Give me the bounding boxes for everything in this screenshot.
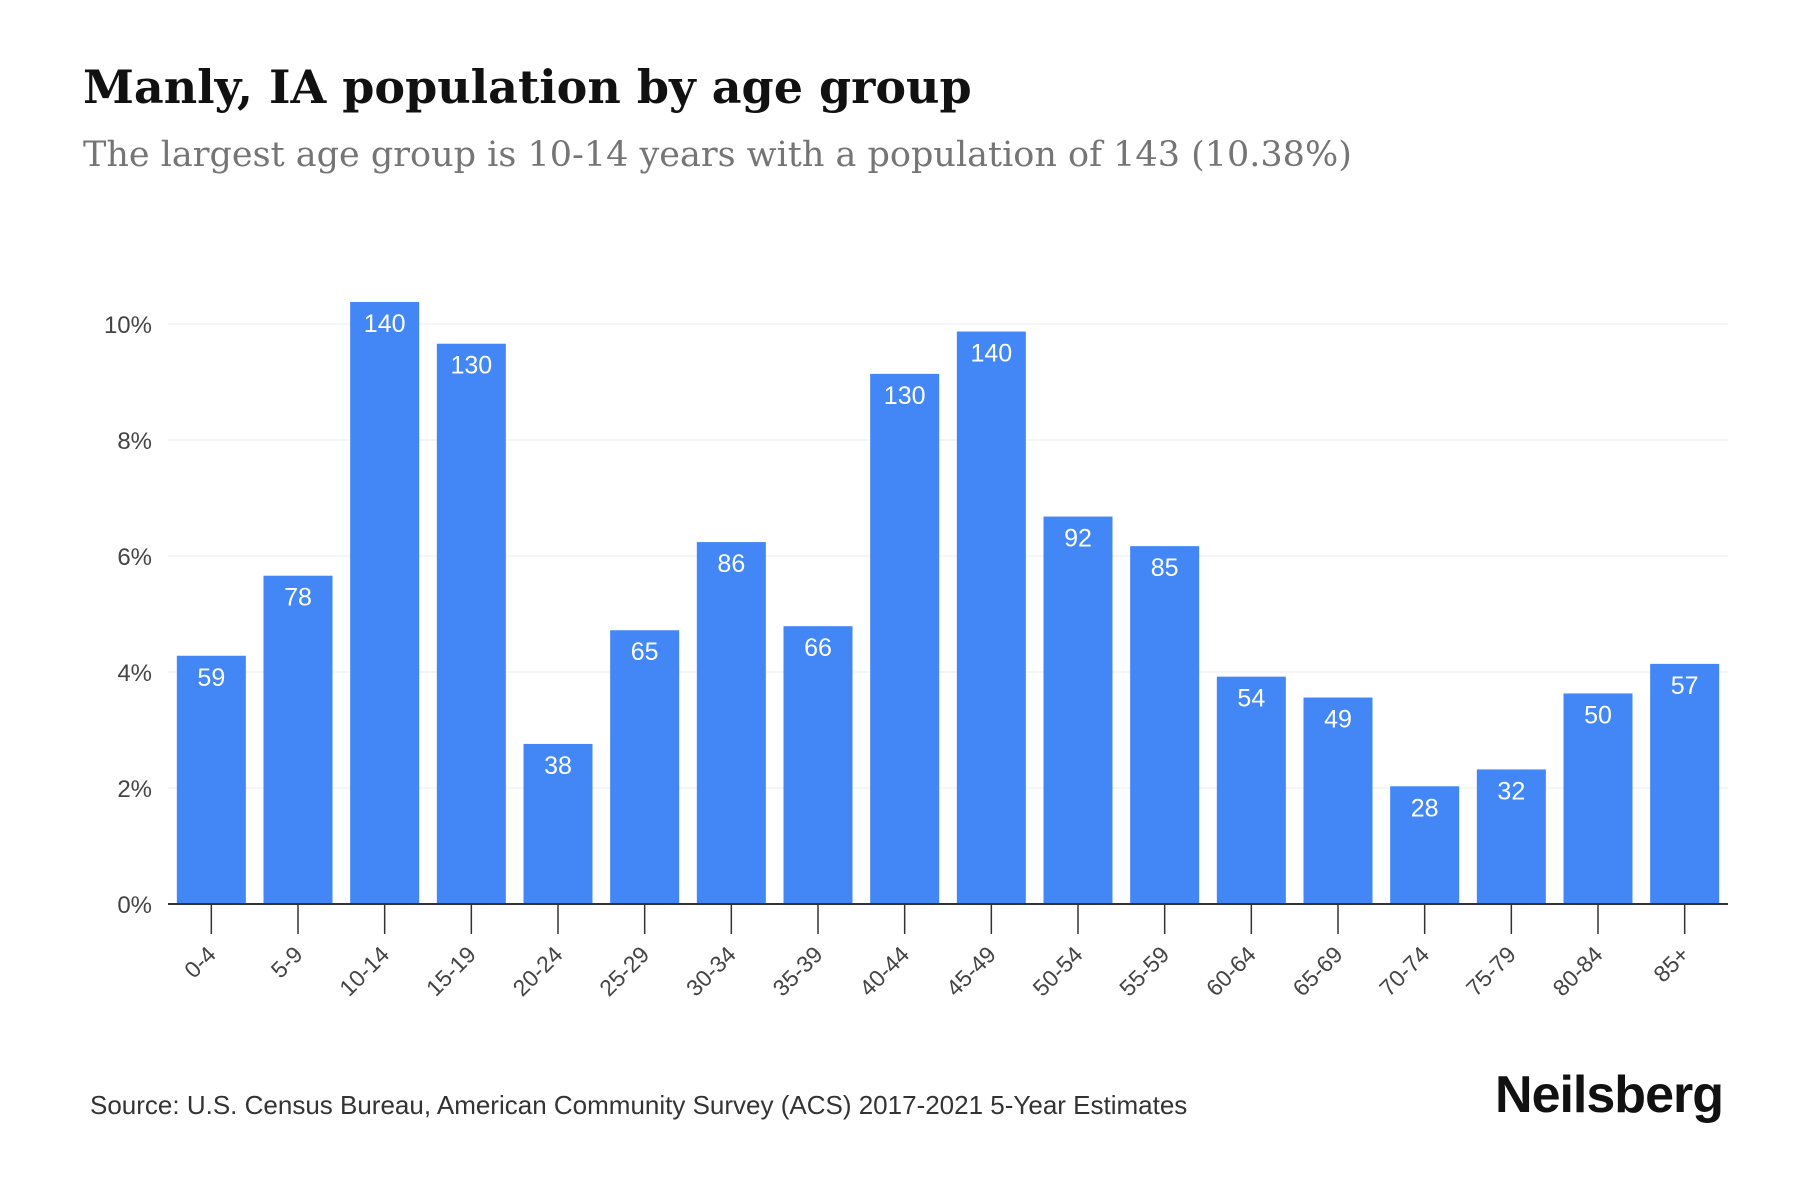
bar-value-label: 130 bbox=[884, 382, 926, 410]
x-tick-label: 50-54 bbox=[1028, 941, 1088, 1001]
x-tick-label: 70-74 bbox=[1374, 941, 1434, 1001]
x-tick-label: 40-44 bbox=[854, 941, 914, 1001]
bar bbox=[1130, 546, 1200, 904]
source-note: Source: U.S. Census Bureau, American Com… bbox=[90, 1090, 1188, 1120]
bar bbox=[1390, 786, 1460, 904]
bar bbox=[870, 373, 940, 904]
bar-value-label: 140 bbox=[364, 310, 406, 338]
bar bbox=[436, 343, 506, 905]
bar-value-label: 59 bbox=[197, 664, 225, 692]
bar-value-label: 38 bbox=[544, 752, 572, 780]
x-tick-label: 0-4 bbox=[179, 941, 221, 983]
bar-value-label: 92 bbox=[1064, 525, 1092, 553]
bar bbox=[610, 630, 680, 904]
bar-value-label: 78 bbox=[284, 584, 312, 612]
x-tick-label: 35-39 bbox=[768, 941, 828, 1001]
bar-value-label: 57 bbox=[1671, 672, 1699, 700]
y-tick-label: 4% bbox=[117, 660, 152, 687]
bar-value-label: 32 bbox=[1497, 777, 1525, 805]
x-tick-label: 15-19 bbox=[421, 941, 481, 1001]
bar-value-label: 49 bbox=[1324, 706, 1352, 734]
y-tick-label: 8% bbox=[117, 428, 152, 455]
bar-value-label: 140 bbox=[970, 340, 1012, 368]
bar bbox=[1476, 769, 1546, 904]
bar bbox=[523, 743, 593, 904]
x-tick-label: 10-14 bbox=[334, 941, 394, 1001]
bar bbox=[696, 542, 766, 904]
x-tick-label: 55-59 bbox=[1114, 941, 1174, 1001]
x-tick-label: 85+ bbox=[1648, 941, 1694, 987]
bar-value-label: 65 bbox=[631, 638, 659, 666]
x-tick-label: 25-29 bbox=[594, 941, 654, 1001]
brand-logo: Neilsberg bbox=[1495, 1066, 1724, 1124]
y-tick-label: 2% bbox=[117, 776, 152, 803]
bar-value-label: 28 bbox=[1411, 794, 1439, 822]
x-tick-label: 65-69 bbox=[1288, 941, 1348, 1001]
bar bbox=[350, 301, 420, 905]
y-tick-label: 6% bbox=[117, 544, 152, 571]
bar bbox=[1303, 697, 1373, 904]
x-tick-label: 45-49 bbox=[941, 941, 1001, 1001]
bar-value-label: 85 bbox=[1151, 554, 1179, 582]
bar-value-label: 54 bbox=[1237, 685, 1265, 713]
x-tick-label: 5-9 bbox=[266, 941, 308, 983]
bar-value-label: 130 bbox=[450, 352, 492, 380]
x-tick-label: 80-84 bbox=[1548, 941, 1608, 1001]
bar bbox=[1043, 516, 1113, 904]
x-tick-label: 60-64 bbox=[1201, 941, 1261, 1001]
x-tick-label: 20-24 bbox=[508, 941, 568, 1001]
chart-subtitle: The largest age group is 10-14 years wit… bbox=[83, 135, 1352, 175]
chart-title: Manly, IA population by age group bbox=[83, 60, 972, 114]
bar-value-label: 50 bbox=[1584, 701, 1612, 729]
y-tick-label: 10% bbox=[104, 312, 152, 339]
bar bbox=[1216, 676, 1286, 904]
bar-chart: 0% 2% 4% 6% 8% 10% 59 0-4 78 5-9 140 10-14 130 15-19 3… bbox=[104, 301, 1728, 1001]
bar-value-label: 66 bbox=[804, 634, 832, 662]
bar bbox=[783, 626, 853, 904]
bar bbox=[1563, 693, 1633, 904]
bar bbox=[263, 575, 333, 904]
x-tick-label: 75-79 bbox=[1461, 941, 1521, 1001]
bar bbox=[956, 331, 1026, 904]
bar bbox=[1650, 663, 1720, 904]
bar bbox=[176, 655, 246, 904]
bar-value-label: 86 bbox=[717, 550, 745, 578]
x-tick-label: 30-34 bbox=[681, 941, 741, 1001]
y-tick-label: 0% bbox=[117, 892, 152, 919]
